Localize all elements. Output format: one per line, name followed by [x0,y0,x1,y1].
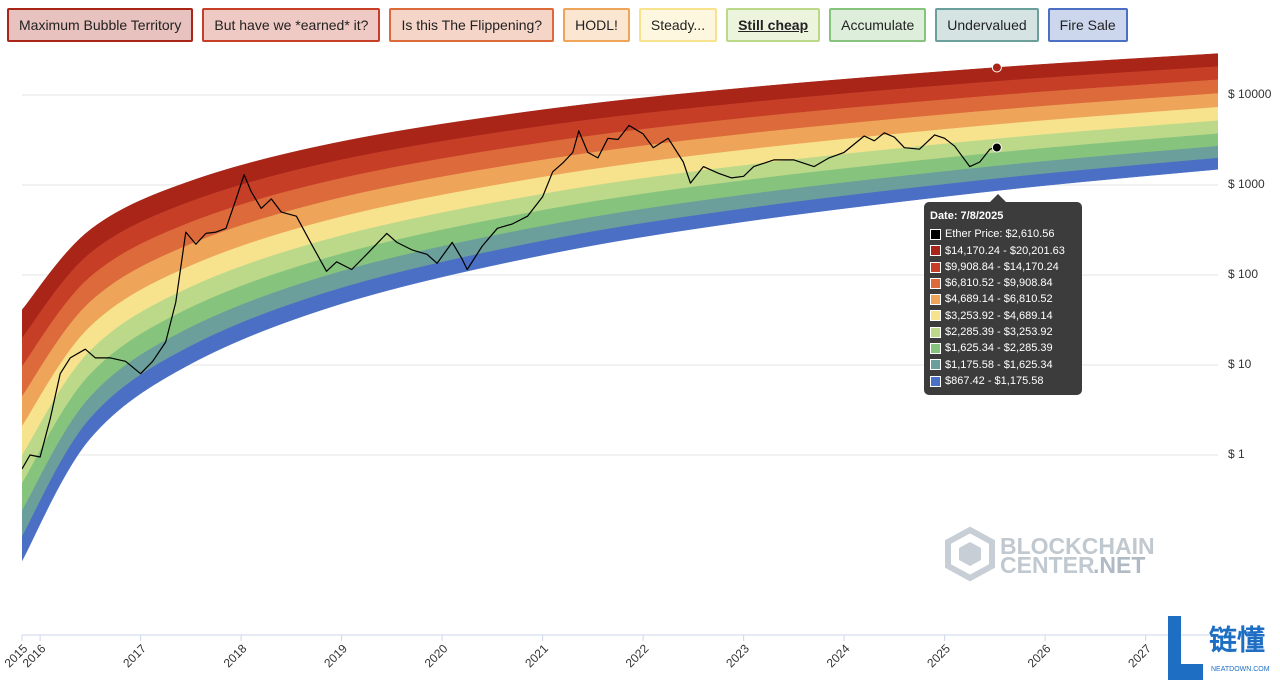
tooltip-row: $3,253.92 - $4,689.14 [930,308,1078,324]
watermark-word: CENTER [1000,552,1095,578]
hover-marker [991,62,1002,73]
rainbow-band [22,157,1218,562]
watermark-word: BLOCKCHAIN [1000,533,1155,559]
tooltip-swatch [930,375,941,387]
tooltip-row: $867.42 - $1,175.58 [930,373,1078,389]
tooltip-text: $1,175.58 - $1,625.34 [945,358,1053,371]
y-tick-label: $ 10000 [1228,87,1272,101]
tooltip-text: $9,908.84 - $14,170.24 [945,260,1059,273]
legend-button[interactable]: Steady... [638,8,718,42]
tooltip-row: Ether Price: $2,610.56 [930,226,1078,242]
price-line [22,124,998,470]
x-tick-label: 2027 [1125,641,1154,670]
logo-cube [945,526,995,582]
tooltip-swatch [930,228,941,240]
logo-core [959,542,981,566]
tooltip-text: $4,689.14 - $6,810.52 [945,293,1053,306]
tooltip-rows: Ether Price: $2,610.56 $14,170.24 - $20,2… [930,226,1078,389]
tooltip-text: $3,253.92 - $4,689.14 [945,309,1053,322]
x-tick-label: 2025 [924,641,953,670]
x-tick-label: 2018 [221,641,250,670]
tooltip-text: $14,170.24 - $20,201.63 [945,244,1065,257]
legend-button[interactable]: Accumulate [829,8,927,42]
tooltip-swatch [930,277,941,289]
watermark-logo: BLOCKCHAIN CENTER .NET [945,526,1155,582]
watermark-word: .NET [1093,552,1145,578]
tooltip-row: $14,170.24 - $20,201.63 [930,243,1078,259]
x-tick-label: 2023 [723,641,752,670]
x-tick-label: 2017 [120,641,149,670]
legend-button[interactable]: Maximum Bubble Territory [7,8,194,42]
bands [22,53,1218,562]
legend-button[interactable]: Still cheap [726,8,821,42]
x-tick-label: 2024 [824,641,853,670]
tooltip-swatch [930,261,941,273]
tooltip-row: $9,908.84 - $14,170.24 [930,259,1078,275]
tooltip-text: Ether Price: $2,610.56 [945,228,1055,241]
tooltip-swatch [930,245,941,257]
y-tick-label: $ 10 [1228,357,1252,371]
legend-button[interactable]: Fire Sale [1047,8,1128,42]
tooltip: Date: 7/8/2025 Ether Price: $2,610.56 $14… [924,193,1082,396]
tooltip-row: $6,810.52 - $9,908.84 [930,275,1078,291]
x-tick-label: 2022 [623,641,652,670]
brand-site: NEATDOWN.COM [1211,666,1270,673]
tooltip-swatch [930,326,941,338]
x-tick-label: 2019 [321,641,350,670]
brand-logo: 链懂 NEATDOWN.COM [1168,616,1270,680]
tooltip-text: $867.42 - $1,175.58 [945,374,1044,387]
hover-marker [991,142,1002,153]
legend-button[interactable]: HODL! [563,8,630,42]
tooltip-row: $1,625.34 - $2,285.39 [930,340,1078,356]
brand-mark [1168,616,1203,680]
legend: Maximum Bubble Territory But have we *ear… [7,8,1128,42]
legend-button[interactable]: Is this The Flippening? [389,8,555,42]
y-tick-label: $ 100 [1228,267,1258,281]
tooltip-text: $2,285.39 - $3,253.92 [945,326,1053,339]
x-tick-label: 2020 [422,641,451,670]
tooltip-swatch [930,310,941,322]
y-tick-label: $ 1000 [1228,177,1265,191]
tooltip-swatch [930,343,941,355]
brand-name: 链懂 [1209,624,1265,655]
tooltip-row: $1,175.58 - $1,625.34 [930,357,1078,373]
tooltip-row: $2,285.39 - $3,253.92 [930,324,1078,340]
x-tick-label: 2021 [522,641,551,670]
legend-button[interactable]: Undervalued [935,8,1039,42]
tooltip-row: $4,689.14 - $6,810.52 [930,291,1078,307]
tooltip-swatch [930,294,941,306]
y-tick-label: $ 1 [1228,447,1245,461]
legend-button[interactable]: But have we *earned* it? [202,8,381,42]
tooltip-swatch [930,359,941,371]
x-tick-label: 2026 [1025,641,1054,670]
tooltip-title: Date: 7/8/2025 [930,210,1004,222]
tooltip-text: $6,810.52 - $9,908.84 [945,277,1053,290]
tooltip-text: $1,625.34 - $2,285.39 [945,342,1053,355]
